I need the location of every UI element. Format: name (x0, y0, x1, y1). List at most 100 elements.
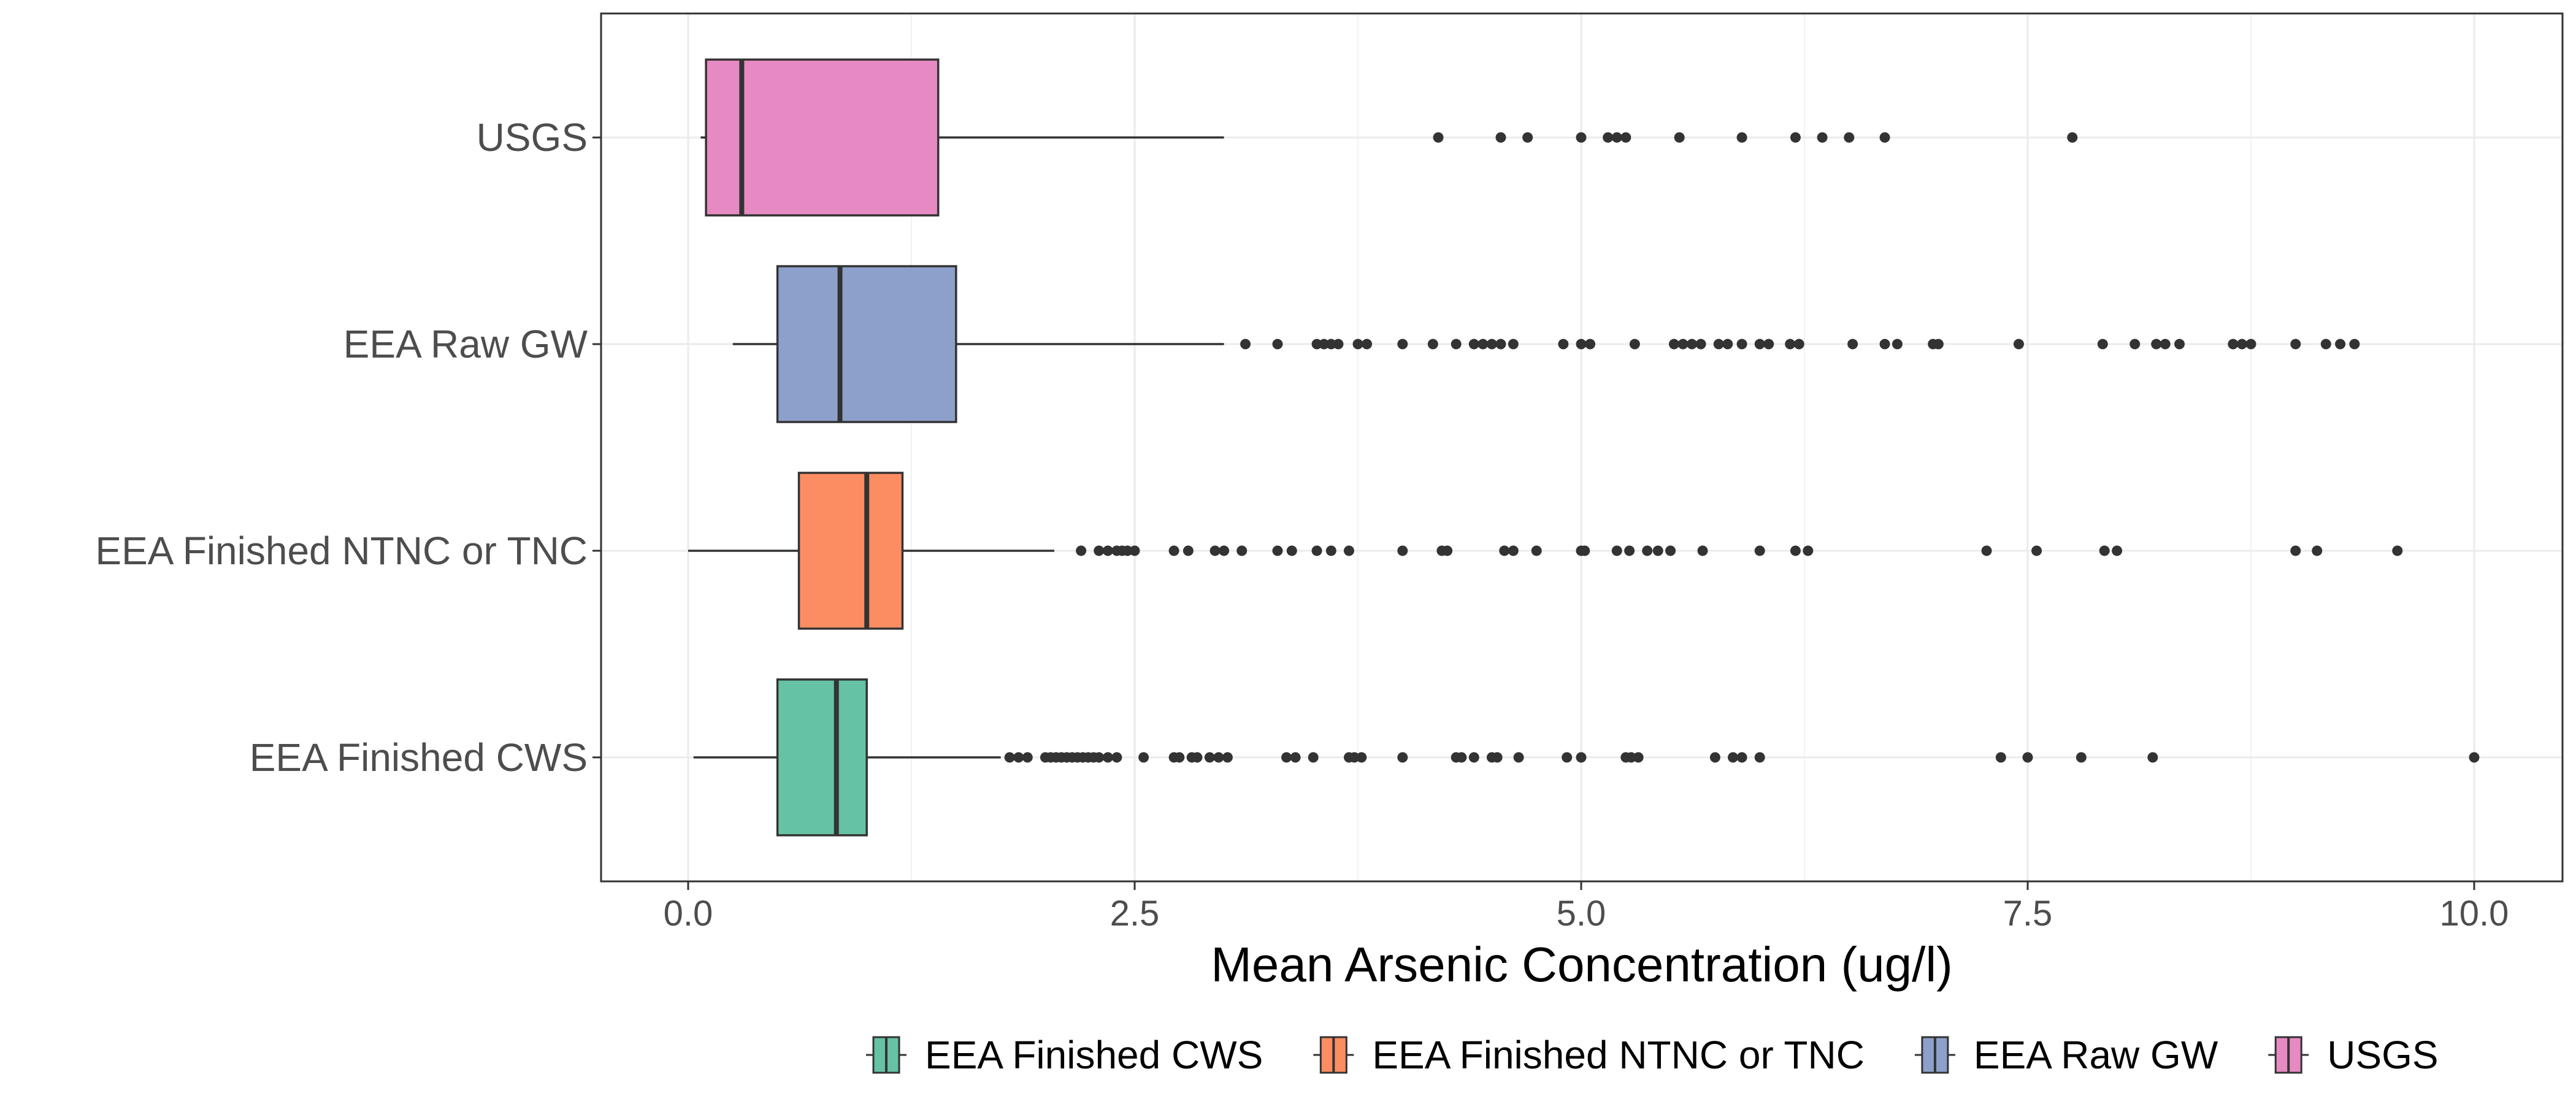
outlier-point (1308, 752, 1319, 763)
outlier-point (1286, 545, 1297, 556)
outlier-point (1209, 545, 1221, 556)
outlier-point (2022, 752, 2033, 763)
outlier-point (1362, 339, 1373, 350)
outlier-point (1219, 545, 1230, 556)
outlier-point (1183, 545, 1194, 556)
outlier-point (1013, 752, 1024, 763)
y-tick-label: EEA Finished CWS (250, 735, 588, 780)
outlier-point (1576, 132, 1587, 143)
legend: EEA Finished CWS EEA Finished NTNC or TNC… (866, 1033, 2439, 1077)
outlier-point (1611, 132, 1622, 143)
outlier-point (1674, 132, 1685, 143)
x-tick-label: 2.5 (1110, 894, 1160, 933)
outlier-point (1736, 752, 1747, 763)
outlier-point (1352, 339, 1363, 350)
outlier-point (1281, 752, 1292, 763)
y-tick-label: USGS (477, 115, 588, 159)
outlier-point (1325, 545, 1336, 556)
x-tick-label: 10.0 (2440, 894, 2509, 933)
outlier-point (1468, 339, 1479, 350)
outlier-point (2228, 339, 2239, 350)
outlier-point (1004, 752, 1015, 763)
outlier-point (1879, 339, 1890, 350)
outlier-point (1349, 752, 1360, 763)
outlier-point (1272, 339, 1283, 350)
outlier-point (1495, 339, 1506, 350)
outlier-point (2076, 752, 2087, 763)
outlier-point (1790, 132, 1801, 143)
outlier-point (1451, 339, 1462, 350)
outlier-point (1995, 752, 2006, 763)
outlier-point (2349, 339, 2360, 350)
outlier-point (1576, 752, 1587, 763)
outlier-point (1094, 752, 1105, 763)
outlier-point (1397, 545, 1408, 556)
boxplot-group (732, 265, 2360, 423)
outlier-point (2392, 545, 2403, 556)
outlier-point (2129, 339, 2141, 350)
outlier-point (1427, 339, 1438, 350)
outlier-point (1174, 752, 1185, 763)
outlier-point (2335, 339, 2346, 350)
outlier-point (1492, 752, 1503, 763)
outlier-point (1736, 339, 1747, 350)
outlier-point (1652, 545, 1663, 556)
outlier-point (1754, 752, 1765, 763)
outlier-point (1356, 752, 1367, 763)
boxplot-group (700, 58, 2078, 217)
outlier-point (1790, 545, 1801, 556)
outlier-point (1603, 132, 1614, 143)
outlier-point (1785, 339, 1796, 350)
outlier-point (1094, 545, 1105, 556)
outlier-point (1222, 752, 1233, 763)
outlier-point (1879, 132, 1890, 143)
outlier-point (1728, 752, 1739, 763)
outlier-point (1933, 339, 1944, 350)
boxplots (688, 58, 2480, 837)
legend-item: EEA Raw GW (1914, 1033, 2218, 1077)
outlier-point (1847, 339, 1858, 350)
outlier-point (2290, 339, 2301, 350)
outlier-point (1204, 752, 1215, 763)
outlier-point (1102, 752, 1113, 763)
outlier-point (1531, 545, 1542, 556)
boxplot-group (688, 472, 2403, 630)
outlier-point (1076, 545, 1087, 556)
outlier-point (1754, 339, 1765, 350)
outlier-point (1333, 339, 1344, 350)
outlier-point (1456, 752, 1467, 763)
outlier-point (1736, 132, 1747, 143)
outlier-point (1620, 132, 1631, 143)
outlier-point (1709, 752, 1720, 763)
y-tick-label: EEA Raw GW (343, 322, 588, 366)
outlier-point (1290, 752, 1301, 763)
outlier-point (1111, 752, 1122, 763)
legend-label: EEA Finished NTNC or TNC (1372, 1033, 1865, 1077)
outlier-point (1668, 339, 1679, 350)
outlier-point (2469, 752, 2480, 763)
outlier-point (1433, 132, 1444, 143)
legend-label: USGS (2327, 1033, 2438, 1077)
outlier-point (1892, 339, 1903, 350)
outlier-point (1677, 339, 1689, 350)
outlier-point (2151, 339, 2162, 350)
outlier-point (2013, 339, 2024, 350)
outlier-point (1138, 752, 1149, 763)
outlier-point (1844, 132, 1855, 143)
outlier-point (1129, 545, 1140, 556)
outlier-point (2099, 545, 2110, 556)
outlier-point (2174, 339, 2185, 350)
y-tick-label: EEA Finished NTNC or TNC (95, 529, 588, 573)
outlier-point (1981, 545, 1992, 556)
outlier-point (2097, 339, 2108, 350)
outlier-point (1697, 545, 1708, 556)
box-iqr (776, 265, 957, 423)
outlier-point (1192, 752, 1203, 763)
axes: EEA Finished CWS EEA Finished NTNC or TNC… (95, 115, 2509, 933)
outlier-point (2290, 545, 2301, 556)
outlier-point (1624, 545, 1635, 556)
outlier-point (2160, 339, 2171, 350)
boxplot-group (693, 678, 2480, 837)
outlier-point (1325, 339, 1336, 350)
